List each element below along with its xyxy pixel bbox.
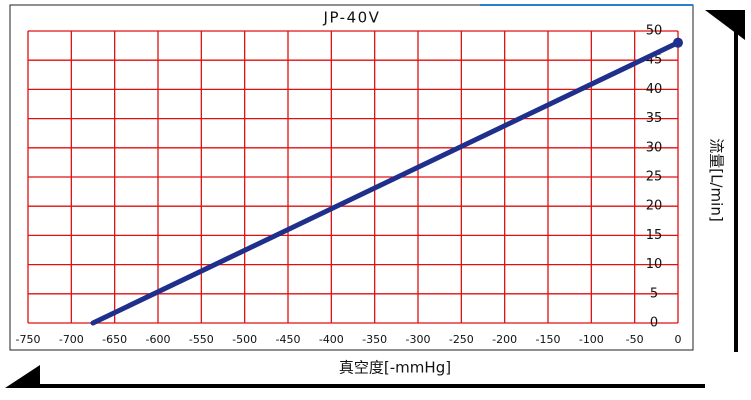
x-tick-label: -600 — [146, 333, 171, 346]
x-tick-label: -450 — [276, 333, 301, 346]
x-tick-label: -750 — [16, 333, 41, 346]
x-tick-label: -700 — [59, 333, 84, 346]
data-line — [90, 40, 681, 326]
x-arrow-head — [5, 365, 40, 388]
chart-frame — [9, 4, 694, 351]
x-tick-label: -100 — [579, 333, 604, 346]
y-axis-label: 流量[L/min] — [708, 138, 726, 221]
chart-title: JP-40V — [323, 9, 381, 27]
y-tick-label: 15 — [646, 228, 663, 243]
y-tick-label: 25 — [646, 170, 663, 185]
x-tick-label: -300 — [406, 333, 431, 346]
x-axis-label: 真空度[-mmHg] — [339, 359, 451, 377]
y-tick-label: 0 — [650, 316, 658, 331]
x-tick-label: 0 — [675, 333, 682, 346]
x-tick-label: -50 — [626, 333, 644, 346]
y-tick-label: 50 — [646, 24, 663, 39]
y-tick-label: 35 — [646, 111, 663, 126]
x-tick-label: -150 — [536, 333, 561, 346]
y-arrow-head — [705, 10, 745, 40]
x-tick-label: -200 — [492, 333, 517, 346]
x-tick-label: -350 — [362, 333, 387, 346]
x-tick-label: -650 — [102, 333, 127, 346]
y-tick-label: 20 — [646, 199, 663, 214]
y-tick-label: 10 — [646, 257, 663, 272]
x-tick-label: -550 — [189, 333, 214, 346]
y-tick-label: 30 — [646, 140, 663, 155]
x-tick-label: -250 — [449, 333, 474, 346]
x-tick-label: -400 — [319, 333, 344, 346]
y-tick-label: 40 — [646, 82, 663, 97]
y-tick-label: 5 — [650, 286, 658, 301]
x-tick-label: -500 — [232, 333, 257, 346]
end-marker — [673, 37, 683, 48]
